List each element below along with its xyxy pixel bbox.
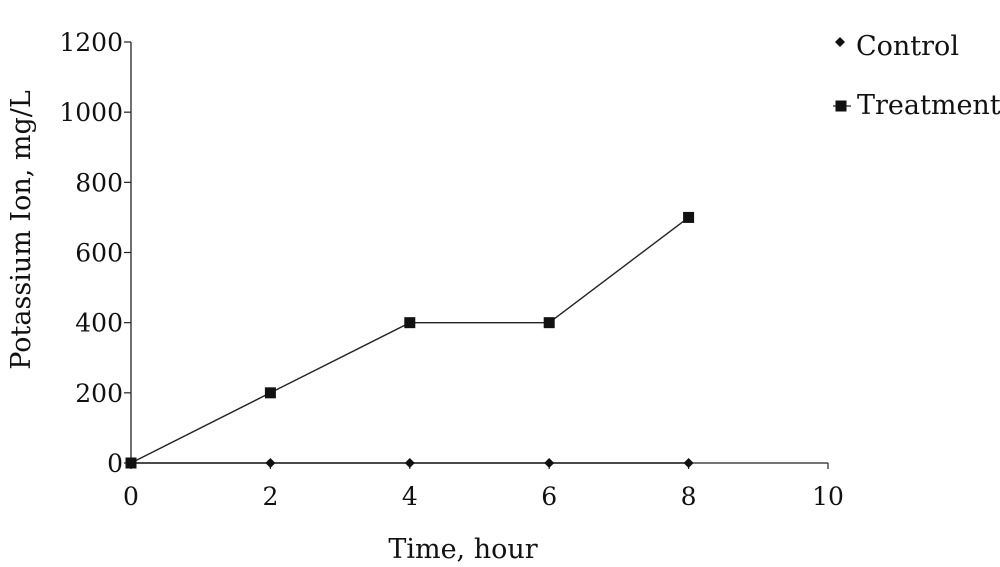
y-tick-label: 400 xyxy=(75,309,123,338)
data-point-treatment xyxy=(125,457,137,469)
series-line-treatment xyxy=(130,216,690,464)
legend-marker-treatment xyxy=(835,100,847,112)
axes xyxy=(130,42,828,464)
legend: Control Treatment xyxy=(833,31,1000,121)
data-point-treatment xyxy=(543,317,555,329)
data-point-treatment xyxy=(683,211,695,223)
y-tick-label: 1200 xyxy=(59,28,123,57)
x-tick-label: 2 xyxy=(262,482,278,511)
y-tick-label: 1000 xyxy=(59,98,123,127)
x-axis-title: Time, hour xyxy=(388,534,537,565)
y-axis-title: Potassium Ion, mg/L xyxy=(6,90,37,370)
data-point-treatment xyxy=(264,387,276,399)
data-point-treatment xyxy=(404,317,416,329)
series-treatment xyxy=(125,211,695,469)
series-layer xyxy=(125,211,695,469)
data-point-control xyxy=(404,458,415,468)
y-tick-label: 800 xyxy=(75,168,123,197)
x-tick-label: 6 xyxy=(541,482,557,511)
y-tick-label: 600 xyxy=(75,239,123,268)
legend-item-control: Control xyxy=(835,31,959,62)
x-tick-label: 8 xyxy=(681,482,697,511)
data-point-control xyxy=(683,458,694,468)
x-tick-label: 10 xyxy=(812,482,844,511)
y-tick-label: 0 xyxy=(107,449,123,478)
y-tick-label: 200 xyxy=(75,379,123,408)
x-tick-label: 0 xyxy=(123,482,139,511)
x-tick-label: 4 xyxy=(402,482,418,511)
series-control xyxy=(126,458,694,468)
legend-label-treatment: Treatment xyxy=(857,90,1000,121)
legend-marker-control xyxy=(835,37,845,47)
legend-label-control: Control xyxy=(856,31,959,62)
legend-item-treatment: Treatment xyxy=(833,90,1000,121)
axis-ticks: 0 200 400 600 800 1000 1200 0 2 4 6 8 10 xyxy=(59,28,844,511)
data-point-control xyxy=(544,458,555,468)
data-point-control xyxy=(265,458,276,468)
